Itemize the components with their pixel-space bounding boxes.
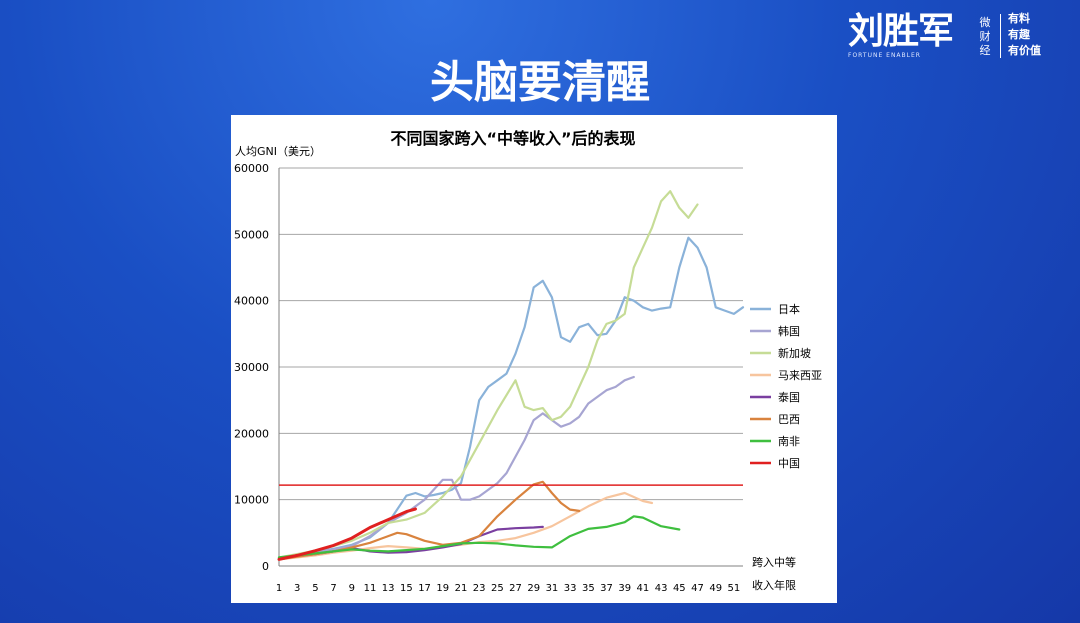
y-tick-label: 40000	[234, 295, 269, 308]
brand-logo: 刘胜军	[848, 11, 954, 52]
y-tick-label: 10000	[234, 494, 269, 507]
chart-card: 不同国家跨入“中等收入”后的表现 人均GNI（美元） 跨入中等 收入年限 0 10…	[231, 115, 837, 603]
x-tick-label: 45	[673, 583, 686, 594]
x-tick-label: 15	[400, 583, 413, 594]
y-tick-label: 60000	[234, 162, 269, 175]
legend-label: 巴西	[778, 413, 800, 426]
x-tick-label: 1	[276, 583, 282, 594]
line-chart: 不同国家跨入“中等收入”后的表现 人均GNI（美元） 跨入中等 收入年限 0 10…	[234, 129, 822, 594]
x-tick-label: 27	[509, 583, 522, 594]
x-axis-label-line2: 收入年限	[752, 578, 796, 592]
y-tick-label: 30000	[234, 361, 269, 374]
y-tick-label: 0	[262, 560, 269, 573]
brand-tag: 有料	[1008, 12, 1030, 25]
x-tick-label: 43	[655, 583, 668, 594]
brand-vertical-char: 财	[979, 30, 991, 43]
x-tick-label: 5	[312, 583, 318, 594]
legend-label: 南非	[778, 435, 800, 448]
x-tick-label: 29	[527, 583, 540, 594]
x-tick-label: 13	[382, 583, 395, 594]
legend-label: 马来西亚	[778, 369, 822, 382]
x-tick-label: 9	[349, 583, 355, 594]
brand-tag: 有价值	[1008, 44, 1041, 57]
y-axis-label: 人均GNI（美元）	[235, 145, 321, 158]
series-line	[277, 375, 635, 561]
legend-label: 泰国	[778, 390, 800, 404]
x-tick-label: 17	[418, 583, 431, 594]
x-tick-label: 49	[709, 583, 722, 594]
brand-tag: 有趣	[1008, 28, 1030, 41]
x-tick-label: 7	[330, 583, 336, 594]
x-tick-label: 11	[364, 583, 377, 594]
y-tick-label: 20000	[234, 427, 269, 440]
x-tick-label: 51	[728, 583, 741, 594]
series-line	[277, 236, 745, 560]
legend-label: 新加坡	[778, 346, 811, 360]
brand-divider	[1000, 14, 1001, 58]
x-tick-label: 25	[491, 583, 504, 594]
brand-subtitle: FORTUNE ENABLER	[848, 52, 921, 59]
x-tick-label: 37	[600, 583, 613, 594]
series-line	[277, 507, 417, 561]
x-tick-label: 3	[294, 583, 300, 594]
x-tick-label: 35	[582, 583, 595, 594]
x-tick-label: 41	[637, 583, 650, 594]
series-line	[277, 515, 681, 559]
x-tick-label: 31	[546, 583, 559, 594]
slide-title: 头脑要清醒	[430, 57, 650, 108]
legend-label: 韩国	[778, 324, 800, 338]
y-tick-label: 50000	[234, 228, 269, 241]
legend-label: 日本	[778, 302, 800, 316]
x-axis-label-line1: 跨入中等	[752, 555, 796, 569]
brand-vertical-text: 微 财 经	[978, 16, 992, 58]
chart-title: 不同国家跨入“中等收入”后的表现	[390, 129, 635, 148]
x-tick-label: 23	[473, 583, 486, 594]
brand-vertical-char: 微	[979, 16, 991, 29]
x-tick-label: 21	[455, 583, 468, 594]
x-tick-label: 33	[564, 583, 577, 594]
x-tick-label: 39	[618, 583, 631, 594]
x-tick-label: 19	[436, 583, 449, 594]
x-tick-label: 47	[691, 583, 704, 594]
legend-label: 中国	[778, 457, 800, 470]
brand-vertical-char: 经	[979, 44, 991, 57]
series-line	[277, 190, 699, 559]
brand-logo-block: 刘胜军 微 财 经 FORTUNE ENABLER 有料 有趣 有价值	[848, 10, 1058, 62]
